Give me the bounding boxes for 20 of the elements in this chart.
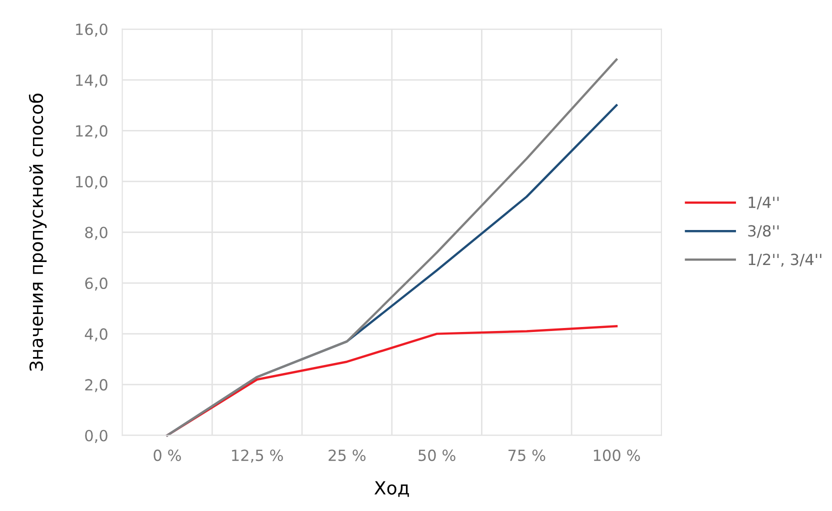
y-tick-label: 6,0 <box>85 277 108 291</box>
y-axis-title: Значения пропускной способ <box>28 94 47 371</box>
legend-label: 1/4'' <box>748 196 779 210</box>
y-tick-label: 8,0 <box>85 226 108 240</box>
x-tick-label: 50 % <box>418 450 456 462</box>
legend-label: 3/8'' <box>748 225 779 238</box>
x-tick-label: 25 % <box>328 450 366 462</box>
x-tick-label: 12,5 % <box>232 450 283 463</box>
x-tick-label: 100 % <box>594 450 640 462</box>
y-tick-label: 14,0 <box>76 74 108 88</box>
y-tick-label: 2,0 <box>85 379 108 392</box>
x-tick-label: 75 % <box>508 450 546 462</box>
y-tick-label: 16,0 <box>76 24 108 37</box>
legend-label: 1/2'', 3/4'' <box>748 254 822 267</box>
y-tick-label: 0,0 <box>85 430 108 443</box>
x-axis-title: Ход <box>374 481 409 497</box>
y-tick-label: 4,0 <box>84 328 108 342</box>
y-tick-label: 12,0 <box>76 125 108 138</box>
y-tick-label: 10,0 <box>76 176 108 190</box>
x-tick-label: 0 % <box>154 450 181 462</box>
